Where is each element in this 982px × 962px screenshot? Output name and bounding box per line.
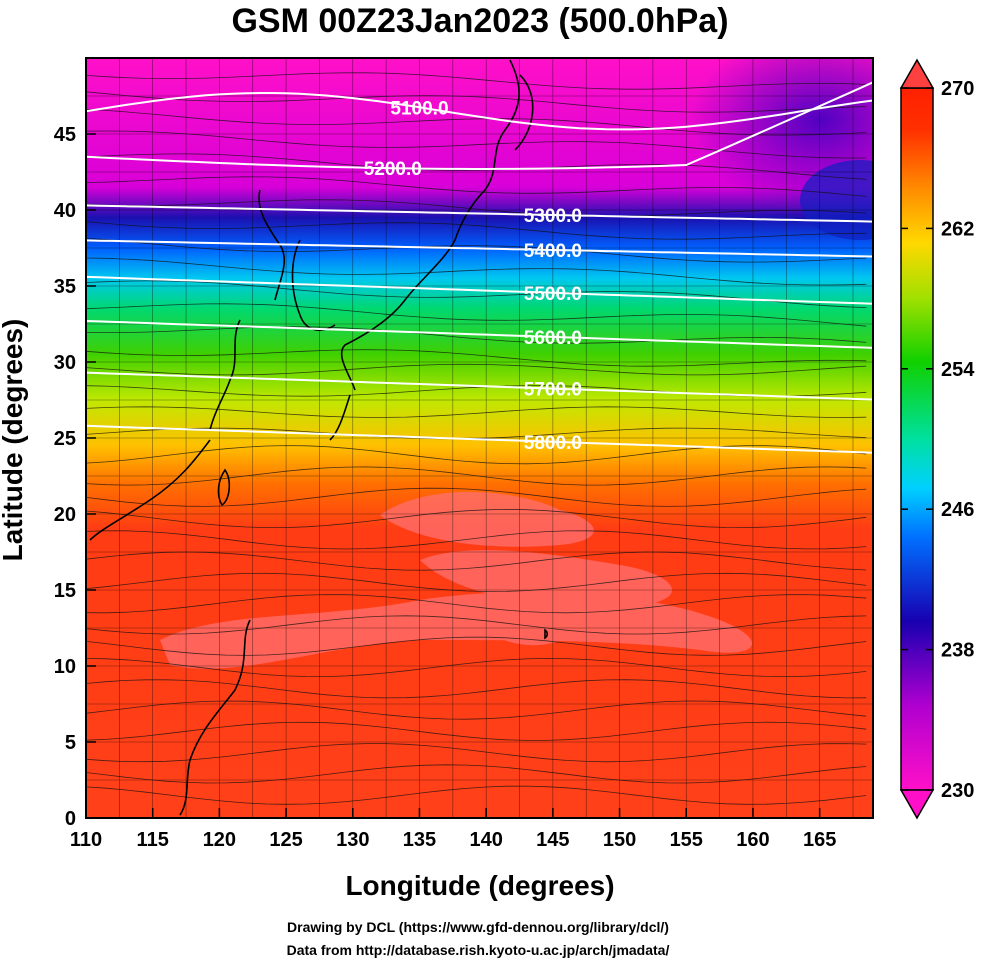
streamline bbox=[86, 406, 867, 418]
y-tick-label: 5 bbox=[65, 732, 76, 754]
chart-title: GSM 00Z23Jan2023 (500.0hPa) bbox=[231, 2, 728, 40]
streamline bbox=[86, 257, 867, 286]
y-tick-label: 35 bbox=[54, 276, 76, 298]
colorbar: 230 238 246 254 262 270 bbox=[899, 58, 975, 820]
contour-label: 5100.0 bbox=[390, 98, 448, 119]
x-tick-label: 145 bbox=[536, 829, 569, 851]
contour-line bbox=[86, 239, 873, 258]
y-tick-label: 10 bbox=[54, 656, 76, 678]
x-tick-label: 150 bbox=[603, 829, 636, 851]
streamline bbox=[86, 349, 867, 367]
x-tick-label: 165 bbox=[803, 829, 836, 851]
y-tick-label: 25 bbox=[54, 428, 76, 450]
streamline bbox=[86, 700, 867, 720]
y-axis-label: Latitude (degrees) bbox=[0, 319, 28, 562]
x-axis-ticks: 110 115 120 125 130 135 140 145 150 155 160 165 bbox=[70, 808, 836, 851]
warm-patches bbox=[160, 491, 753, 669]
contour-line bbox=[86, 81, 873, 170]
credit-line-2: Data from http://database.rish.kyoto-u.a… bbox=[287, 942, 670, 958]
colorbar-min-triangle bbox=[899, 789, 935, 820]
streamline bbox=[86, 108, 867, 136]
streamline bbox=[86, 594, 867, 614]
x-tick-label: 160 bbox=[736, 829, 769, 851]
y-tick-label: 40 bbox=[54, 200, 76, 222]
x-tick-label: 155 bbox=[670, 829, 703, 851]
y-tick-label: 30 bbox=[54, 352, 76, 374]
contour-label: 5300.0 bbox=[524, 206, 582, 227]
streamline bbox=[86, 508, 867, 529]
contour-label: 5600.0 bbox=[524, 328, 582, 349]
streamline bbox=[86, 363, 867, 376]
colorbar-ticks: 230 238 246 254 262 270 bbox=[901, 78, 975, 802]
streamline bbox=[86, 572, 867, 592]
colorbar-tick-label: 254 bbox=[941, 359, 975, 381]
streamline bbox=[86, 466, 867, 486]
streamline bbox=[86, 326, 867, 344]
height-contours: 5100.0 5200.0 5300.0 5400.0 5500.0 5600.0 5700… bbox=[86, 81, 873, 454]
streamline bbox=[86, 221, 867, 240]
contour-line bbox=[86, 204, 873, 223]
colorbar-tick-label: 246 bbox=[941, 499, 974, 521]
contour-line bbox=[86, 92, 873, 131]
streamline bbox=[86, 615, 867, 635]
colorbar-body bbox=[900, 87, 934, 791]
y-tick-label: 0 bbox=[65, 808, 76, 830]
colorbar-tick-label: 270 bbox=[941, 78, 974, 100]
contour-line bbox=[86, 424, 873, 454]
colorbar-tick-label: 262 bbox=[941, 218, 974, 240]
credit-line-1: Drawing by DCL (https://www.gfd-dennou.o… bbox=[287, 919, 669, 935]
streamline bbox=[86, 199, 867, 217]
x-tick-label: 135 bbox=[403, 829, 436, 851]
x-tick-label: 125 bbox=[269, 829, 302, 851]
streamline bbox=[86, 237, 867, 263]
streamline bbox=[86, 636, 867, 656]
x-axis-label: Longitude (degrees) bbox=[345, 870, 614, 901]
streamline bbox=[86, 280, 867, 308]
streamline bbox=[86, 91, 867, 113]
streamline bbox=[86, 785, 867, 805]
streamline bbox=[86, 130, 867, 159]
contour-label: 5200.0 bbox=[364, 159, 422, 180]
contour-label: 5500.0 bbox=[524, 284, 582, 305]
contour-label: 5700.0 bbox=[524, 380, 582, 401]
wind-streamlines bbox=[86, 72, 867, 805]
contour-line bbox=[86, 371, 873, 401]
colorbar-max-triangle bbox=[899, 58, 935, 89]
streamline bbox=[86, 176, 867, 197]
y-tick-label: 45 bbox=[54, 124, 76, 146]
y-axis-ticks: 0 5 10 15 20 25 30 35 40 45 bbox=[54, 124, 96, 830]
plot-area: 5100.0 5200.0 5300.0 5400.0 5500.0 5600.0 5700… bbox=[86, 58, 873, 818]
colorbar-tick-label: 238 bbox=[941, 640, 974, 662]
streamline bbox=[86, 551, 867, 571]
x-tick-label: 120 bbox=[203, 829, 236, 851]
streamline bbox=[86, 764, 867, 784]
contour-label: 5800.0 bbox=[524, 433, 582, 454]
x-tick-label: 110 bbox=[70, 829, 102, 851]
y-tick-label: 20 bbox=[54, 504, 76, 526]
x-tick-label: 130 bbox=[336, 829, 369, 851]
colorbar-tick-label: 230 bbox=[941, 780, 974, 802]
x-tick-label: 140 bbox=[469, 829, 502, 851]
streamline bbox=[86, 743, 867, 763]
streamline bbox=[86, 530, 867, 550]
contour-line bbox=[86, 320, 873, 349]
streamline bbox=[86, 153, 867, 180]
y-tick-label: 15 bbox=[54, 580, 76, 602]
contour-label: 5400.0 bbox=[524, 241, 582, 262]
streamline bbox=[86, 487, 867, 507]
streamline bbox=[86, 445, 867, 465]
contour-line bbox=[86, 275, 873, 305]
streamline bbox=[86, 721, 867, 741]
streamline bbox=[86, 679, 867, 699]
streamline bbox=[86, 72, 867, 90]
streamline bbox=[86, 657, 867, 678]
streamline bbox=[86, 303, 867, 327]
x-tick-label: 115 bbox=[137, 829, 169, 851]
